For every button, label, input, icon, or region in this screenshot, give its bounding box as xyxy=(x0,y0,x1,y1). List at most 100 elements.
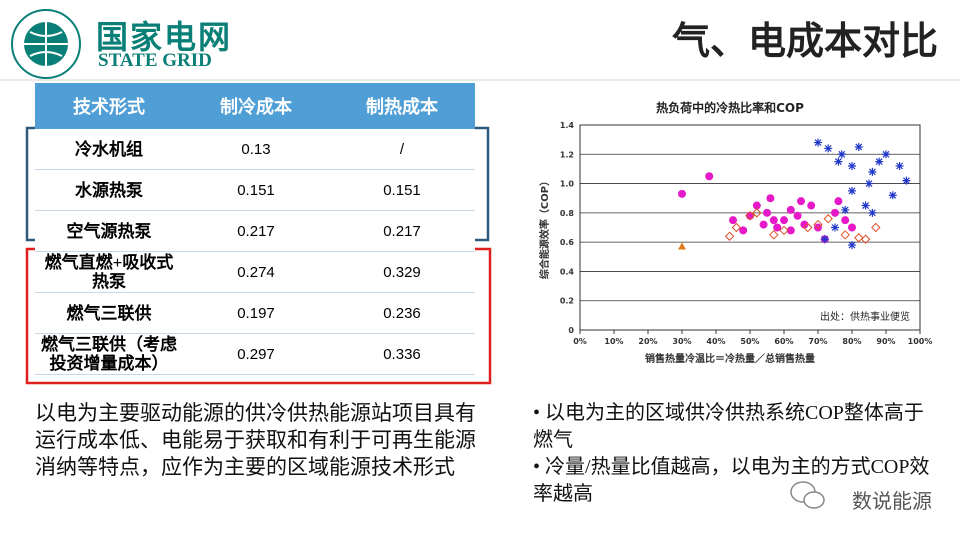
column-header: 制热成本 xyxy=(329,83,475,129)
point xyxy=(759,220,768,229)
point xyxy=(831,208,839,217)
table-cell: 0.151 xyxy=(183,169,329,211)
table-row: 燃气直燃+吸收式热泵 0.274 0.329 xyxy=(35,251,475,293)
table-cell: 0.197 xyxy=(183,292,329,334)
point xyxy=(786,205,795,214)
point xyxy=(773,223,782,232)
point xyxy=(868,208,877,217)
point xyxy=(797,197,805,206)
table-cell: 0.13 xyxy=(183,129,329,170)
point xyxy=(745,211,755,221)
bullet: 以电为主的区域供冷供热系统COP整体高于燃气 xyxy=(533,400,933,454)
point xyxy=(678,242,686,250)
x-tick-label: 50% xyxy=(740,337,759,346)
header-row: 技术形式 制冷成本 制热成本 xyxy=(35,83,475,129)
plot-frame xyxy=(579,124,921,331)
point xyxy=(729,216,737,225)
point xyxy=(848,241,856,250)
y-tick-label: 0.6 xyxy=(560,238,575,247)
table-cell: 0.151 xyxy=(329,169,475,211)
point xyxy=(752,208,762,218)
point xyxy=(871,222,881,233)
point xyxy=(739,226,748,235)
point xyxy=(814,223,822,232)
point xyxy=(860,234,871,244)
point xyxy=(766,194,775,203)
chart-title: 热负荷中的冷热比率和COP xyxy=(656,100,804,115)
chart-note: 出处：供热事业便览 xyxy=(820,310,910,323)
point xyxy=(848,162,856,170)
point xyxy=(786,226,795,235)
table-cell: 燃气三联供（考虑投资增量成本） xyxy=(35,333,183,375)
y-tick-label: 1.2 xyxy=(560,150,574,159)
table-row: 燃气三联供（考虑投资增量成本） 0.297 0.336 xyxy=(35,333,475,375)
table-cell: 冷水机组 xyxy=(35,129,183,170)
slide-title: 气、电成本对比 xyxy=(671,19,938,63)
table-cell: / xyxy=(329,129,475,170)
y-tick-label: 0 xyxy=(568,326,574,335)
bullet-list: 以电为主的区域供冷供热系统COP整体高于燃气冷量/热量比值越高，以电为主的方式C… xyxy=(533,400,933,508)
point xyxy=(803,222,813,233)
logo-globe xyxy=(11,9,81,79)
y-tick-label: 0.2 xyxy=(560,297,574,306)
point xyxy=(800,220,809,229)
point xyxy=(895,162,904,170)
point xyxy=(820,235,829,244)
table-cell: 0.329 xyxy=(329,251,475,293)
table-row: 冷水机组 0.13/ xyxy=(35,129,475,170)
point xyxy=(837,150,846,159)
point xyxy=(769,216,778,225)
table-row: 燃气三联供 0.197 0.236 xyxy=(35,292,475,334)
point xyxy=(902,176,911,185)
point xyxy=(724,231,735,241)
x-tick-label: 70% xyxy=(808,337,827,346)
y-axis-label: 综合能源效率（COP） xyxy=(538,176,551,279)
watermark: 数说能源 xyxy=(852,489,932,513)
point xyxy=(731,222,742,233)
table-cell: 燃气直燃+吸收式热泵 xyxy=(35,251,183,293)
x-tick-label: 90% xyxy=(876,337,895,346)
y-tick-label: 1.0 xyxy=(560,180,575,189)
point xyxy=(834,157,843,166)
point xyxy=(841,205,850,214)
point xyxy=(848,186,856,195)
point xyxy=(888,191,897,200)
x-tick-label: 10% xyxy=(604,337,623,346)
table-row: 空气源热泵 0.217 0.217 xyxy=(35,210,475,252)
x-tick-label: 30% xyxy=(672,337,691,346)
logo-text: STATE GRID xyxy=(98,50,212,71)
table-cell: 0.217 xyxy=(329,210,475,252)
point xyxy=(813,219,823,230)
x-axis-label: 销售热量冷温比＝冷热量／总销售热量 xyxy=(645,352,815,365)
point xyxy=(823,214,833,224)
point xyxy=(807,201,816,210)
column-header: 制冷成本 xyxy=(183,83,329,129)
y-tick-label: 0.8 xyxy=(560,209,575,218)
point xyxy=(841,216,850,225)
point xyxy=(793,211,802,220)
table-cell: 0.336 xyxy=(329,333,475,375)
point xyxy=(861,201,870,210)
column-header: 技术形式 xyxy=(35,83,183,129)
point xyxy=(814,138,822,147)
x-tick-label: 80% xyxy=(842,337,861,346)
x-tick-label: 60% xyxy=(774,337,793,346)
point xyxy=(854,142,863,151)
logo-text: 国家电网 xyxy=(96,18,233,56)
table-cell: 水源热泵 xyxy=(35,169,183,211)
point xyxy=(868,167,877,176)
x-tick-label: 20% xyxy=(638,337,657,346)
bullet: 冷量/热量比值越高，以电为主的方式COP效率越高 xyxy=(533,454,933,508)
point xyxy=(769,230,779,240)
x-tick-label: 0% xyxy=(573,337,587,346)
point xyxy=(834,197,843,206)
point xyxy=(848,223,856,232)
point xyxy=(779,225,789,236)
x-tick-label: 40% xyxy=(706,337,725,346)
point xyxy=(831,223,839,232)
point xyxy=(752,201,761,210)
table-cell: 0.217 xyxy=(183,210,329,252)
y-tick-label: 1.4 xyxy=(560,121,575,130)
table-cell: 0.236 xyxy=(329,292,475,334)
